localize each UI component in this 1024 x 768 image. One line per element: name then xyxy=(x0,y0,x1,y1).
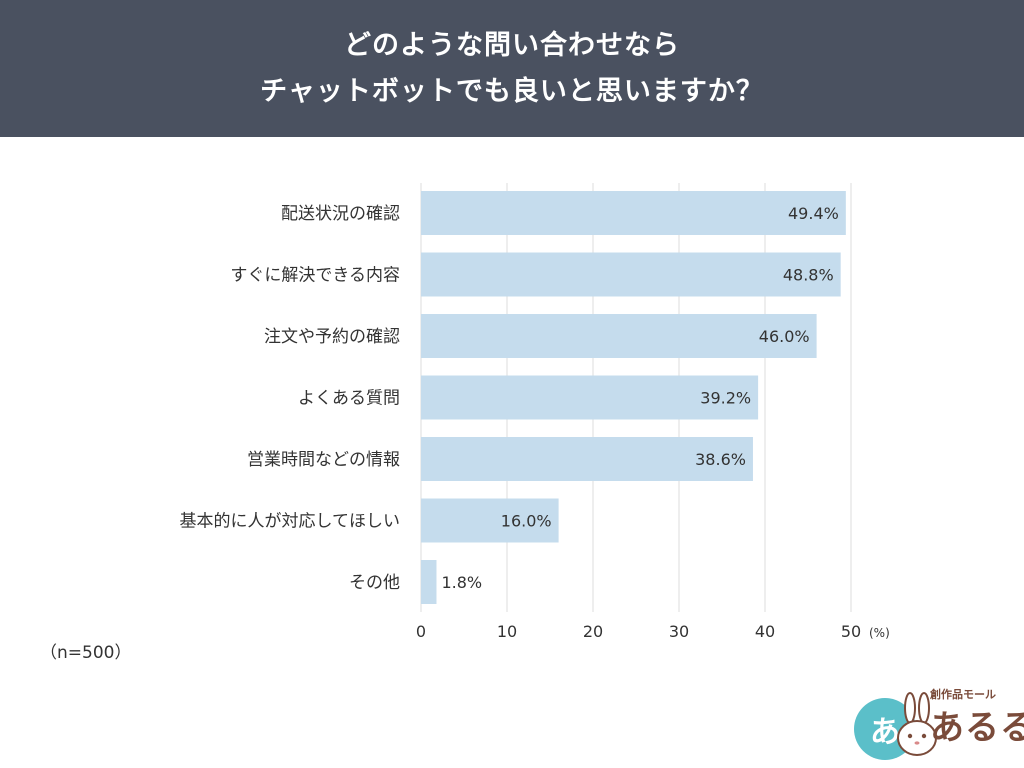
x-axis-ticks: 0 10 20 30 40 50 (%) xyxy=(416,622,890,641)
bar-value-label-3: 46.0% xyxy=(759,327,810,346)
chart-title-line-1: どのような問い合わせなら xyxy=(344,29,680,61)
category-label-3: 注文や予約の確認 xyxy=(264,327,400,347)
bars: 49.4% 48.8% 46.0% 39.2% 38.6% 16.0% 1.8% xyxy=(421,191,846,604)
chart-title-banner: どのような問い合わせなら チャットボットでも良いと思いますか？ xyxy=(0,0,1024,137)
bar-5 xyxy=(421,437,753,481)
x-tick-label-30: 30 xyxy=(669,622,689,641)
logo-subtitle: 創作品モール xyxy=(930,688,996,701)
sample-size-note: （n=500） xyxy=(40,643,132,663)
bar-3 xyxy=(421,314,817,358)
bar-6 xyxy=(421,498,559,543)
bar-2 xyxy=(421,252,841,297)
bar-value-label-4: 39.2% xyxy=(700,389,751,408)
bar-value-label-1: 49.4% xyxy=(788,204,839,223)
logo-badge-text: あ xyxy=(870,715,900,750)
bar-1 xyxy=(421,191,846,235)
x-tick-label-10: 10 xyxy=(497,622,517,641)
bar-7 xyxy=(421,560,437,604)
category-label-4: よくある質問 xyxy=(298,389,400,409)
x-tick-label-40: 40 xyxy=(755,622,775,641)
x-tick-label-50: 50 xyxy=(841,622,861,641)
category-label-7: その他 xyxy=(349,573,400,593)
category-label-6: 基本的に人が対応してほしい xyxy=(180,512,401,532)
rabbit-icon xyxy=(897,692,937,756)
logo-wordmark: あるる xyxy=(930,708,1024,748)
category-label-5: 営業時間などの情報 xyxy=(247,450,400,470)
bar-4 xyxy=(421,375,759,420)
x-tick-label-20: 20 xyxy=(583,622,603,641)
category-labels: 配送状況の確認すぐに解決できる内容注文や予約の確認よくある質問営業時間などの情報… xyxy=(180,204,401,593)
x-axis-unit: (%) xyxy=(869,626,890,640)
bar-value-label-5: 38.6% xyxy=(695,450,746,469)
bar-value-label-2: 48.8% xyxy=(783,266,834,285)
bar-value-label-7: 1.8% xyxy=(441,573,482,592)
category-label-1: 配送状況の確認 xyxy=(281,204,400,224)
chart-title-line-2: チャットボットでも良いと思いますか？ xyxy=(260,75,764,107)
bar-value-label-6: 16.0% xyxy=(501,512,552,531)
x-tick-label-0: 0 xyxy=(416,622,426,641)
category-label-2: すぐに解決できる内容 xyxy=(230,266,400,286)
brand-logo: あ 創作品モール あるる xyxy=(850,686,1024,764)
